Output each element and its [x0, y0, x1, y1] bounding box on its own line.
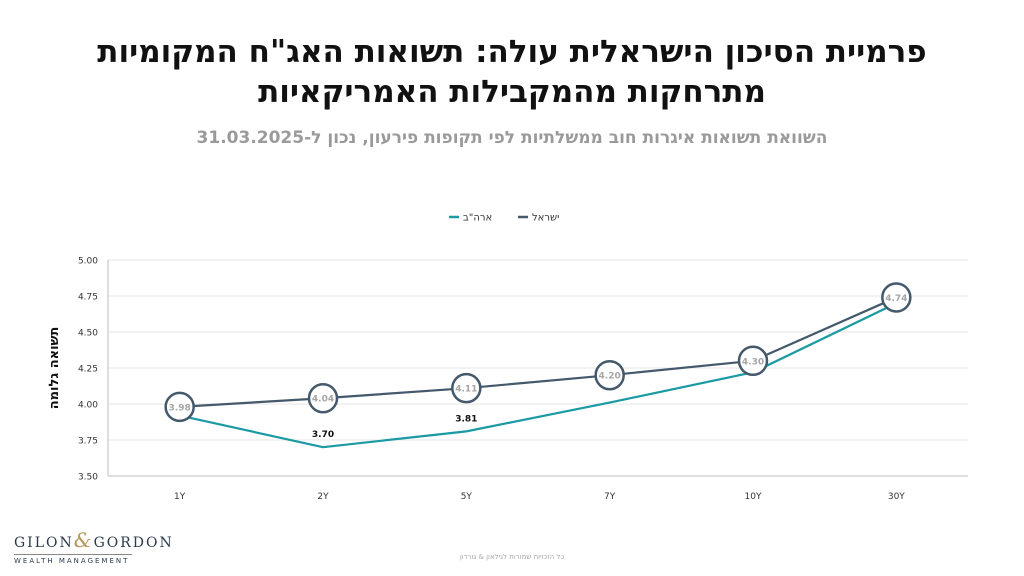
page-title: פרמיית הסיכון הישראלית עולה: תשואות האג"… — [40, 32, 984, 112]
y-tick-label: 4.75 — [78, 293, 98, 303]
data-label: 4.20 — [599, 372, 621, 382]
y-axis-title: תשואה גלומה — [47, 327, 62, 410]
logo-wordmark: GILON&GORDON — [14, 528, 174, 552]
data-point-marker — [307, 382, 339, 414]
data-label: 4.11 — [455, 385, 477, 395]
y-tick-label: 4.50 — [78, 329, 98, 339]
legend-label: ישראל — [532, 213, 559, 224]
data-point-marker — [451, 372, 482, 404]
data-label: 4.04 — [312, 395, 334, 405]
x-tick-label: 7Y — [604, 492, 616, 502]
title-line-2: מתרחקות מהמקבילות האמריקאיות — [258, 74, 766, 110]
data-label: 3.70 — [312, 430, 334, 440]
chart-axes: 3.50 3.75 4.00 4.25 4.50 4.75 5.00 1Y 2Y 5Y 7Y 10Y 3… — [47, 257, 968, 502]
chart-legend: ארה"ב ישראל — [449, 213, 559, 224]
y-tick-label: 3.50 — [78, 473, 98, 483]
series-line-0 — [179, 296, 897, 408]
logo-tagline: WEALTH MANAGEMENT — [14, 554, 132, 565]
x-tick-label: 30Y — [888, 492, 905, 502]
x-tick-label: 2Y — [317, 492, 329, 502]
data-point-marker — [164, 391, 195, 423]
data-point-marker — [594, 359, 625, 391]
y-tick-label: 3.75 — [78, 437, 98, 447]
data-point-marker — [737, 345, 769, 377]
y-tick-label: 4.00 — [78, 401, 98, 411]
y-tick-label: 4.25 — [78, 365, 98, 375]
data-label: 3.81 — [455, 414, 477, 424]
data-point-marker — [881, 282, 912, 313]
page-subtitle: השוואת תשואות איגרות חוב ממשלתיות לפי תק… — [196, 128, 828, 148]
y-tick-label: 5.00 — [78, 257, 98, 267]
copyright-footer: כל הזכויות שמורות לגילאון & גורדון — [459, 553, 565, 561]
company-logo: GILON&GORDON WEALTH MANAGEMENT — [14, 528, 174, 565]
title-line-1: פרמיית הסיכון הישראלית עולה: תשואות האג"… — [97, 34, 927, 70]
chart-markers: 3.98 4.04 4.11 4.20 4.30 4.74 3.70 3.81 — [164, 282, 912, 440]
x-tick-label: 1Y — [174, 492, 186, 502]
x-tick-label: 10Y — [745, 492, 762, 502]
chart-series — [179, 296, 897, 449]
series-line-1 — [179, 302, 897, 449]
chart-grid — [108, 259, 968, 441]
data-label: 4.30 — [742, 357, 764, 367]
legend-label: ארה"ב — [463, 213, 492, 224]
x-tick-label: 5Y — [461, 492, 473, 502]
data-label: 3.98 — [169, 403, 191, 413]
yield-line-chart: ארה"ב ישראל 3.50 3.75 4.00 4.25 4.50 4.75 5.00 1… — [47, 213, 968, 502]
data-label: 4.74 — [885, 294, 907, 304]
